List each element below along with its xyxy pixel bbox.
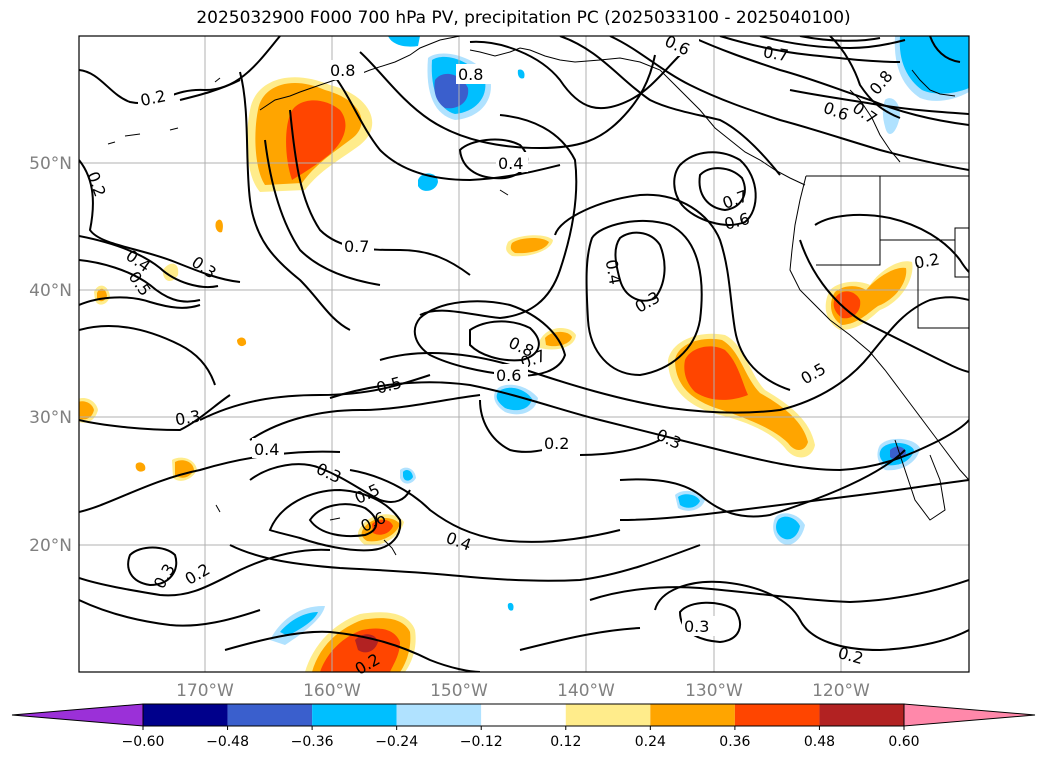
- contour-label: 0.7: [344, 237, 369, 256]
- colorbar-tick-label: −0.48: [206, 734, 249, 750]
- contour-label: 0.8: [866, 67, 897, 99]
- contour-label: 0.2: [544, 434, 569, 453]
- contour-label: 0.2: [913, 249, 941, 272]
- contour-label: 0.3: [150, 560, 179, 592]
- latitude-labels: 50°N 40°N 30°N 20°N: [29, 154, 72, 556]
- lon-label: 150°W: [430, 681, 488, 701]
- colorbar-tick-label: 0.12: [550, 734, 581, 750]
- contour-label: 0.2: [836, 643, 866, 668]
- colorbar-tick-label: −0.12: [460, 734, 503, 750]
- colorbar-extend-max: [903, 703, 1036, 727]
- colorbar-tick-label: −0.24: [375, 734, 418, 750]
- colorbar-tick-label: −0.60: [122, 734, 165, 750]
- colorbar-tick-label: 0.60: [888, 734, 919, 750]
- colorbar-segment: [312, 704, 397, 726]
- contour-label: 0.6: [496, 366, 521, 385]
- contour-label: 0.3: [313, 459, 344, 487]
- contour-label: 0.3: [653, 425, 684, 453]
- pv-contours: [79, 36, 969, 672]
- lat-label: 40°N: [29, 281, 72, 301]
- contour-label: 0.2: [182, 559, 214, 588]
- contour-label: 0.5: [374, 373, 404, 398]
- colorbar-tick-label: −0.36: [291, 734, 334, 750]
- colorbar-segment: [565, 704, 651, 726]
- lat-label: 50°N: [29, 154, 72, 174]
- colorbar-segment: [396, 704, 482, 726]
- map-gridlines: [79, 36, 969, 672]
- colorbar-segment: [819, 704, 904, 726]
- contour-label: 0.2: [139, 86, 168, 110]
- colorbar-tick-label: 0.48: [804, 734, 835, 750]
- contour-label: 0.3: [188, 252, 220, 282]
- lon-label: 130°W: [685, 681, 743, 701]
- colorbar-segment: [650, 704, 735, 726]
- lat-label: 30°N: [29, 408, 72, 428]
- contour-label: 0.4: [602, 258, 625, 286]
- contour-label: 0.6: [821, 98, 851, 125]
- lon-label: 170°W: [176, 681, 234, 701]
- map-title: 2025032900 F000 700 hPa PV, precipitatio…: [196, 8, 851, 28]
- colorbar-tick-label: 0.36: [719, 734, 750, 750]
- contour-label: 0.8: [330, 61, 355, 80]
- contour-label: 0.8: [458, 65, 483, 84]
- contour-label: 0.5: [352, 480, 383, 508]
- map-frame: [78, 35, 970, 673]
- colorbar-segment: [734, 704, 820, 726]
- lon-label: 160°W: [303, 681, 361, 701]
- contour-label: 0.4: [498, 154, 523, 173]
- colorbar-segment: [227, 704, 313, 726]
- lon-label: 120°W: [812, 681, 870, 701]
- lon-label: 140°W: [557, 681, 615, 701]
- longitude-labels: 170°W 160°W 150°W 140°W 130°W 120°W: [176, 681, 870, 701]
- lat-label: 20°N: [29, 536, 72, 556]
- contour-label: 0.4: [254, 440, 279, 459]
- colorbar-segment: [143, 704, 228, 726]
- colorbar-segment: [481, 704, 566, 726]
- contour-label: 0.7: [762, 42, 790, 65]
- colorbar-frame: [142, 703, 905, 727]
- contour-label: 0.3: [174, 406, 202, 429]
- colorbar-tick-label: 0.24: [635, 734, 666, 750]
- colorbar: −0.60 −0.48 −0.36 −0.24 −0.12 0.12 0.24 0.36 0.4…: [11, 703, 1036, 750]
- colorbar-extend-min: [11, 703, 144, 727]
- contour-label: 0.2: [83, 169, 110, 199]
- contour-label: 0.5: [798, 359, 830, 388]
- contour-label: 0.3: [684, 617, 709, 636]
